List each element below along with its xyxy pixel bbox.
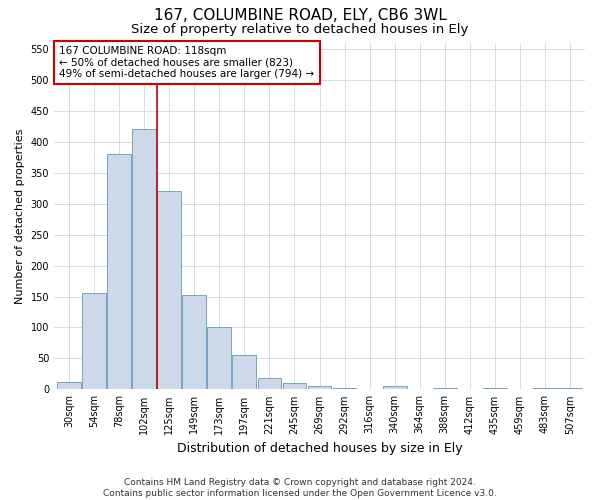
Bar bbox=[283, 383, 307, 390]
X-axis label: Distribution of detached houses by size in Ely: Distribution of detached houses by size … bbox=[177, 442, 463, 455]
Bar bbox=[483, 388, 507, 390]
Text: 167 COLUMBINE ROAD: 118sqm
← 50% of detached houses are smaller (823)
49% of sem: 167 COLUMBINE ROAD: 118sqm ← 50% of deta… bbox=[59, 46, 314, 79]
Bar bbox=[157, 191, 181, 390]
Bar bbox=[57, 382, 81, 390]
Bar bbox=[383, 386, 407, 390]
Bar bbox=[232, 356, 256, 390]
Text: Size of property relative to detached houses in Ely: Size of property relative to detached ho… bbox=[131, 22, 469, 36]
Bar bbox=[107, 154, 131, 390]
Bar bbox=[257, 378, 281, 390]
Bar bbox=[133, 129, 156, 390]
Bar bbox=[433, 388, 457, 390]
Bar bbox=[558, 388, 582, 390]
Bar bbox=[182, 296, 206, 390]
Bar bbox=[332, 388, 356, 390]
Bar bbox=[308, 386, 331, 390]
Bar bbox=[82, 294, 106, 390]
Bar bbox=[208, 328, 231, 390]
Y-axis label: Number of detached properties: Number of detached properties bbox=[15, 128, 25, 304]
Text: 167, COLUMBINE ROAD, ELY, CB6 3WL: 167, COLUMBINE ROAD, ELY, CB6 3WL bbox=[154, 8, 446, 22]
Text: Contains HM Land Registry data © Crown copyright and database right 2024.
Contai: Contains HM Land Registry data © Crown c… bbox=[103, 478, 497, 498]
Bar bbox=[533, 388, 557, 390]
